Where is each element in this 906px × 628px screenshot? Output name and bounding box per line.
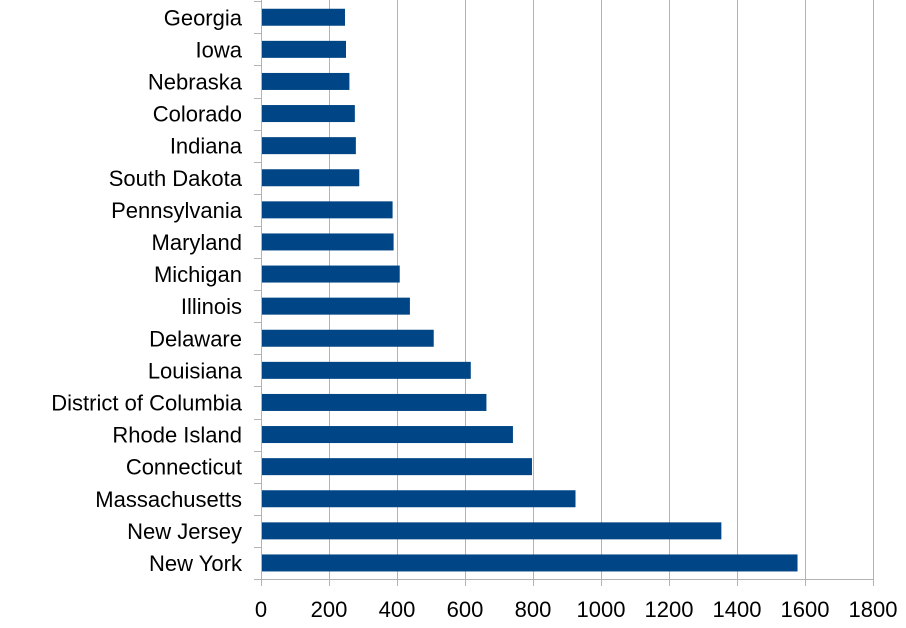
x-tick-label: 1200 (645, 597, 694, 622)
category-label: Maryland (152, 230, 242, 255)
grid-lines (329, 0, 874, 579)
category-label: Michigan (154, 262, 242, 287)
bar (261, 137, 356, 155)
category-label: New York (149, 551, 243, 576)
bar (261, 554, 798, 572)
x-tick-labels: 0 200 400 600 800 1000 1200 1400 1600 1800 (255, 597, 898, 622)
category-label: Nebraska (148, 69, 243, 94)
bar (261, 40, 346, 58)
bar (261, 8, 345, 26)
x-tick-label: 200 (311, 597, 348, 622)
bar (261, 458, 532, 476)
x-tick-label: 1000 (577, 597, 626, 622)
x-tick-label: 1600 (781, 597, 830, 622)
bar (261, 72, 350, 90)
x-tick-label: 0 (255, 597, 267, 622)
bar (261, 297, 410, 315)
bar (261, 265, 400, 283)
category-label: New Jersey (127, 519, 242, 544)
bar (261, 393, 487, 411)
category-label: Colorado (153, 102, 242, 127)
x-tick-label: 400 (379, 597, 416, 622)
bar (261, 490, 576, 508)
bar (261, 329, 434, 347)
bar (261, 233, 394, 251)
category-label: Massachusetts (95, 487, 242, 512)
category-label: Delaware (149, 326, 242, 351)
category-label: Louisiana (148, 358, 243, 383)
axes (254, 0, 874, 586)
bar (261, 105, 355, 123)
category-label: Illinois (181, 294, 242, 319)
x-tick-label: 1400 (713, 597, 762, 622)
bar (261, 361, 471, 379)
bar (261, 426, 513, 444)
category-label: Connecticut (126, 455, 242, 480)
bars (261, 8, 798, 572)
category-label: Rhode Island (112, 423, 242, 448)
x-tick-label: 800 (515, 597, 552, 622)
bar (261, 522, 722, 540)
category-label: Georgia (164, 5, 243, 30)
bar (261, 169, 360, 187)
bar (261, 201, 393, 219)
category-label: Indiana (170, 134, 243, 159)
category-label: Iowa (196, 37, 243, 62)
x-tick-label: 1800 (849, 597, 898, 622)
category-label: Pennsylvania (111, 198, 243, 223)
x-tick-label: 600 (447, 597, 484, 622)
category-label: South Dakota (109, 166, 243, 191)
category-labels: Georgia Iowa Nebraska Colorado Indiana South … (51, 5, 243, 576)
category-label: District of Columbia (51, 390, 242, 415)
